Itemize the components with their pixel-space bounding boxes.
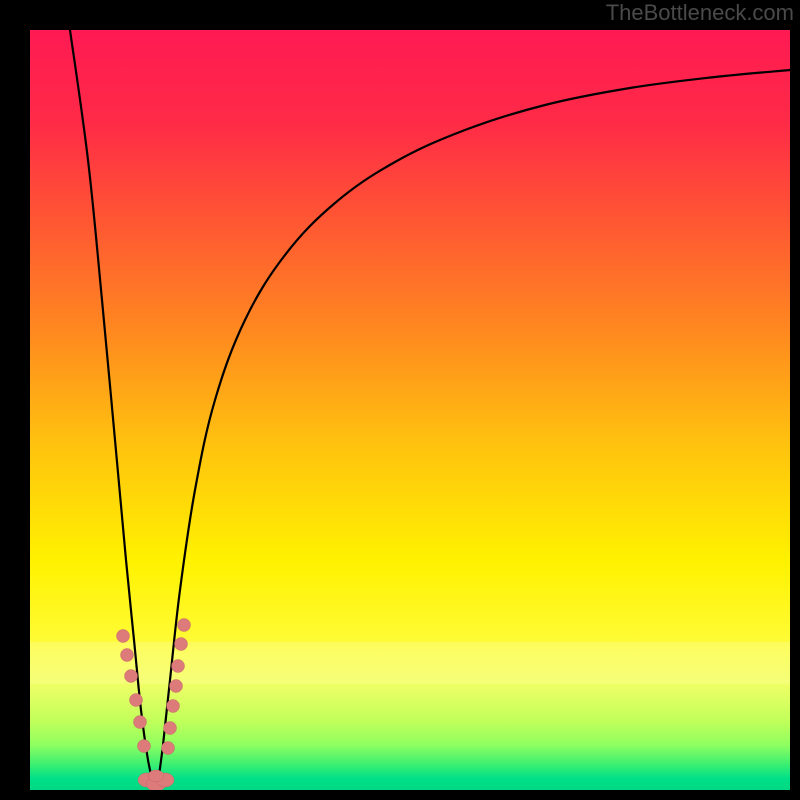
watermark-text: TheBottleneck.com	[606, 0, 794, 26]
marker-left-5	[138, 740, 151, 753]
marker-left-0	[117, 630, 130, 643]
marker-right-3	[170, 680, 183, 693]
pale-band	[30, 642, 790, 684]
marker-valley-3	[148, 770, 164, 782]
marker-right-6	[178, 619, 191, 632]
marker-right-5	[175, 638, 188, 651]
frame-left	[0, 0, 30, 800]
marker-right-0	[162, 742, 175, 755]
chart-root: TheBottleneck.com	[0, 0, 800, 800]
marker-left-4	[134, 716, 147, 729]
marker-right-2	[167, 700, 180, 713]
marker-left-2	[125, 670, 138, 683]
marker-left-1	[121, 649, 134, 662]
marker-right-4	[172, 660, 185, 673]
marker-left-3	[130, 694, 143, 707]
chart-svg	[0, 0, 800, 800]
frame-bottom	[0, 790, 800, 800]
frame-right	[790, 0, 800, 800]
marker-right-1	[164, 722, 177, 735]
